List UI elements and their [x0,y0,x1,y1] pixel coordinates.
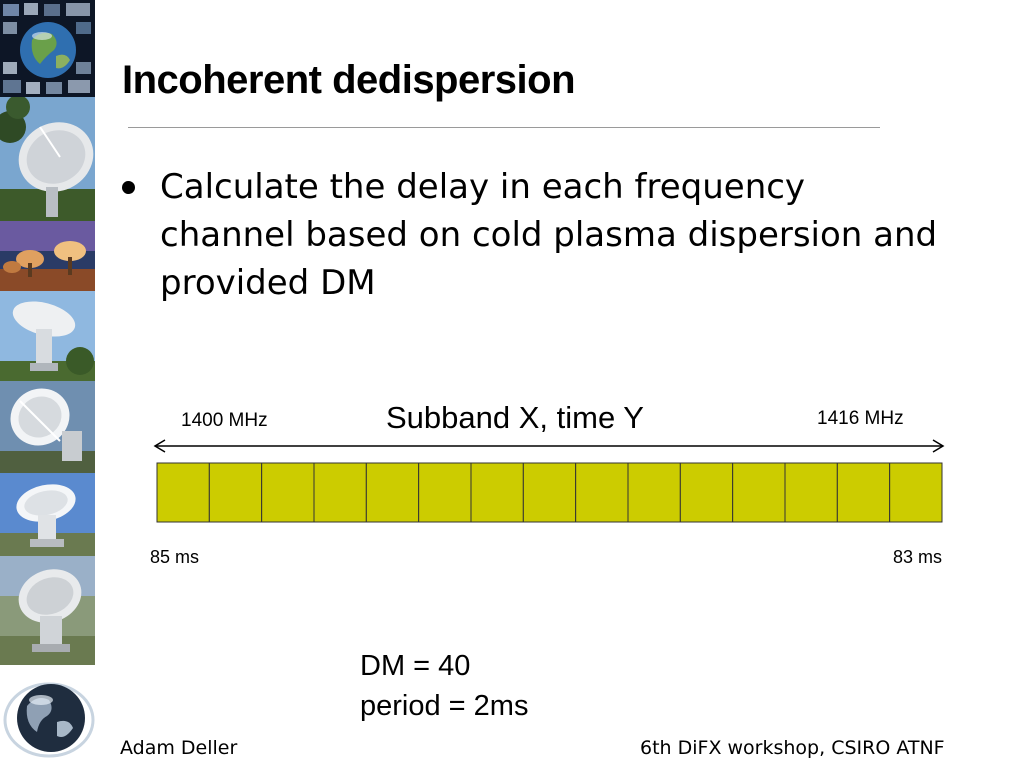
delay-high-label: 83 ms [893,547,943,567]
radio-telescope-icon [0,291,95,381]
bullet-dot-icon [122,181,135,194]
frequency-channel [784,462,838,523]
freq-low-label: 1400 MHz [181,410,268,431]
slide-title: Incoherent dedispersion [122,58,576,102]
frequency-channel [208,462,263,523]
bullet-text: Calculate the delay in each frequency ch… [160,167,938,303]
telescope-array-icon [0,221,95,291]
sidebar-image-strip [0,0,95,665]
freq-high-label: 1416 MHz [817,408,904,429]
arrow-right-icon [932,439,945,453]
frequency-channel [679,462,734,523]
subband-title: Subband X, time Y [386,400,644,435]
frequency-channel [418,462,472,523]
title-divider [128,127,880,128]
dm-value: DM = 40 [360,650,471,682]
frequency-channel [522,462,577,523]
frequency-arrow [153,439,945,453]
radio-telescope-icon [0,473,95,556]
frequency-channel [365,462,420,523]
frequency-channel [156,462,210,523]
frequency-channel [470,462,524,523]
delay-low-label: 85 ms [150,547,200,567]
radio-telescope-icon [0,381,95,473]
earth-collage-icon [0,0,95,97]
frequency-channel [261,462,315,523]
frequency-channel [575,462,629,523]
frequency-channel [627,462,681,523]
footer-author: Adam Deller [120,737,238,759]
period-value: period = 2ms [360,690,529,722]
frequency-channel [732,462,786,523]
channel-row [156,462,943,523]
frequency-channel [313,462,367,523]
footer-event: 6th DiFX workshop, CSIRO ATNF [640,737,945,759]
globe-logo-icon [3,676,95,758]
frequency-channel [889,462,943,523]
frequency-channel [836,462,891,523]
radio-telescope-icon [0,556,95,665]
arrow-left-icon [153,439,166,453]
radio-telescope-icon [0,97,95,221]
